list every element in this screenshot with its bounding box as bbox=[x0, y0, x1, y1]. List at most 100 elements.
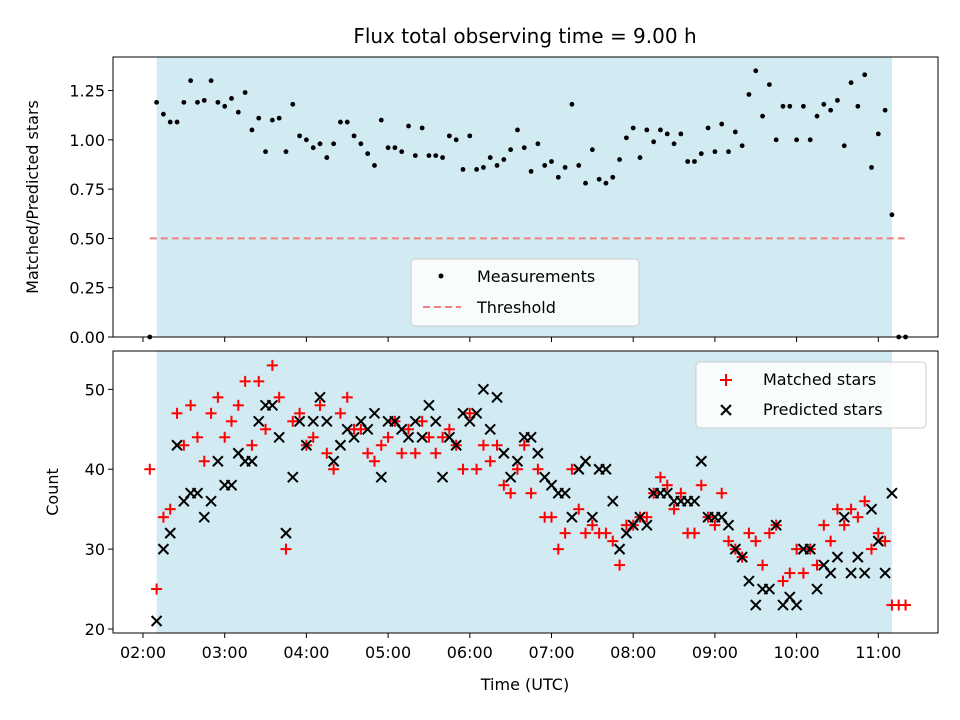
matched-star-point bbox=[784, 567, 796, 579]
predicted-star-point bbox=[205, 495, 217, 507]
measurement-point bbox=[760, 113, 765, 119]
matched-star-point bbox=[321, 447, 333, 459]
measurement-point bbox=[766, 82, 772, 88]
measurement-point bbox=[773, 137, 779, 143]
predicted-star-point bbox=[150, 615, 163, 627]
matched-star-point bbox=[341, 391, 353, 403]
matched-star-point bbox=[355, 423, 367, 435]
top-y-axis-ticks: 0.00 0.25 0.50 0.75 1.00 1.25 bbox=[69, 82, 879, 347]
measurement-point bbox=[215, 99, 221, 105]
predicted-star-point bbox=[266, 399, 279, 412]
matched-star-point bbox=[573, 503, 585, 515]
measurement-point bbox=[623, 135, 629, 141]
predicted-star-point bbox=[314, 391, 326, 404]
measurement-point bbox=[848, 80, 854, 86]
predicted-star-point bbox=[287, 471, 299, 483]
measurement-point bbox=[576, 163, 582, 168]
predicted-star-point bbox=[470, 407, 483, 420]
top-legend-box bbox=[410, 258, 640, 327]
measurement-point bbox=[188, 78, 194, 84]
predicted-star-point bbox=[450, 439, 462, 451]
measurement-point bbox=[692, 159, 697, 164]
measurement-point bbox=[508, 147, 514, 153]
bottom-legend: Matched stars Predicted stars bbox=[695, 361, 927, 429]
predicted-star-point bbox=[491, 391, 503, 404]
measurement-point bbox=[801, 103, 806, 109]
measurement-point bbox=[753, 68, 759, 74]
matched-star-point bbox=[777, 575, 789, 587]
measurement-point bbox=[229, 96, 234, 101]
matched-star-point bbox=[757, 559, 769, 571]
matched-star-point bbox=[654, 471, 666, 483]
measurement-point bbox=[685, 159, 691, 164]
predicted-star-point bbox=[886, 487, 898, 499]
matched-star-point bbox=[641, 511, 653, 523]
matched-star-point bbox=[723, 535, 735, 547]
predicted-star-point bbox=[532, 447, 544, 459]
measurement-point bbox=[481, 165, 486, 170]
matched-star-point bbox=[661, 479, 673, 491]
predicted-star-point bbox=[858, 567, 871, 579]
measurement-point bbox=[467, 133, 473, 139]
matched-star-point bbox=[212, 391, 224, 403]
predicted-star-point bbox=[688, 495, 701, 507]
y-tick-label: 40 bbox=[85, 460, 105, 479]
predicted-star-point bbox=[845, 567, 857, 579]
chart-title: Flux total observing time = 9.00 h bbox=[353, 24, 696, 48]
matched-star-point bbox=[498, 479, 510, 491]
y-tick-label: 30 bbox=[85, 540, 105, 559]
matched-star-point bbox=[614, 559, 626, 571]
y-tick-label: 0.25 bbox=[69, 279, 105, 298]
measurement-point bbox=[555, 174, 561, 180]
predicted-star-point bbox=[416, 431, 428, 443]
measurement-point bbox=[235, 109, 241, 115]
measurement-point bbox=[630, 125, 636, 131]
matched-star-point bbox=[865, 543, 877, 555]
predicted-star-point bbox=[157, 543, 170, 555]
measurement-point bbox=[276, 115, 282, 121]
y-tick-label: 1.25 bbox=[69, 82, 105, 101]
predicted-star-point bbox=[736, 551, 748, 563]
predicted-star-point bbox=[838, 511, 850, 523]
matched-star-point bbox=[226, 415, 238, 427]
matched-star-point bbox=[675, 487, 687, 499]
matched-star-point bbox=[430, 447, 442, 459]
matched-star-point bbox=[232, 399, 244, 411]
matched-star-point bbox=[334, 407, 346, 419]
matched-star-point bbox=[471, 463, 483, 475]
predicted-star-point bbox=[409, 415, 422, 428]
predicted-star-point bbox=[811, 583, 823, 595]
matched-star-point bbox=[546, 511, 557, 523]
predicted-star-point bbox=[348, 431, 360, 443]
measurement-point bbox=[290, 101, 296, 107]
measurement-point bbox=[589, 147, 595, 153]
predicted-star-point bbox=[600, 463, 612, 475]
matched-star-point bbox=[668, 503, 680, 515]
predicted-star-point bbox=[212, 455, 224, 467]
measurement-point bbox=[698, 151, 704, 157]
legend-label-threshold: Threshold bbox=[476, 298, 556, 317]
measurement-point bbox=[344, 119, 350, 125]
predicted-star-point bbox=[504, 471, 517, 483]
measurement-point bbox=[453, 137, 459, 143]
predicted-star-point bbox=[375, 471, 387, 483]
bottom-y-axis-label: Count bbox=[43, 468, 62, 516]
measurement-point bbox=[603, 180, 609, 186]
matched-star-point bbox=[362, 447, 374, 459]
legend-label-predicted: Predicted stars bbox=[763, 400, 883, 419]
matched-star-point bbox=[811, 559, 823, 571]
legend-marker-measurements bbox=[438, 273, 444, 279]
matched-star-point bbox=[750, 535, 762, 547]
measurement-point bbox=[794, 137, 799, 143]
matched-star-point bbox=[743, 527, 755, 539]
measurement-point bbox=[869, 165, 874, 170]
measurement-point bbox=[671, 141, 677, 147]
matched-star-point bbox=[403, 423, 415, 435]
measurement-point bbox=[256, 115, 262, 121]
x-tick-label: 05:00 bbox=[365, 643, 411, 662]
predicted-star-point bbox=[763, 583, 776, 595]
predicted-star-point bbox=[253, 415, 265, 428]
predicted-star-point bbox=[511, 455, 524, 467]
matched-star-point bbox=[443, 423, 455, 435]
